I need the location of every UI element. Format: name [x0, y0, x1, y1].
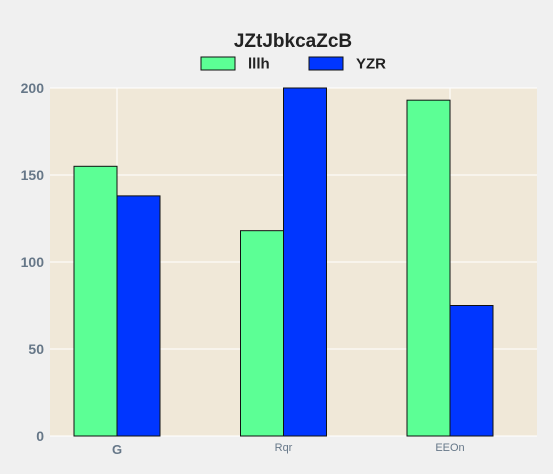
x-axis-ticks: G Rqr EEOn [112, 442, 465, 457]
bar-series-2-rqr [283, 87, 327, 437]
legend-swatch-series-2 [308, 56, 344, 71]
bars [73, 87, 494, 437]
bar-series-1-g [73, 165, 118, 437]
y-tick-label: 100 [21, 254, 45, 270]
y-tick-label: 50 [28, 341, 44, 357]
y-tick-label: 200 [21, 80, 45, 96]
bar-series-2-eeon [449, 305, 494, 437]
legend-label-series-1: lllh [248, 56, 270, 73]
x-tick-label: EEOn [435, 442, 464, 454]
x-tick-label: G [112, 442, 122, 457]
bar-series-1-rqr [240, 230, 284, 437]
bar-series-2-g [116, 195, 161, 437]
legend-label-series-2: YZR [356, 56, 386, 73]
legend-swatch-series-1 [200, 56, 236, 71]
bar-series-1-eeon [406, 99, 451, 437]
y-axis-ticks: 0 50 100 150 200 [21, 80, 45, 444]
chart-title: JZtJbkcaZcB [234, 31, 352, 52]
y-tick-label: 0 [36, 428, 44, 444]
legend: lllh YZR [200, 56, 386, 73]
x-tick-label: Rqr [275, 442, 293, 454]
y-tick-label: 150 [21, 167, 45, 183]
